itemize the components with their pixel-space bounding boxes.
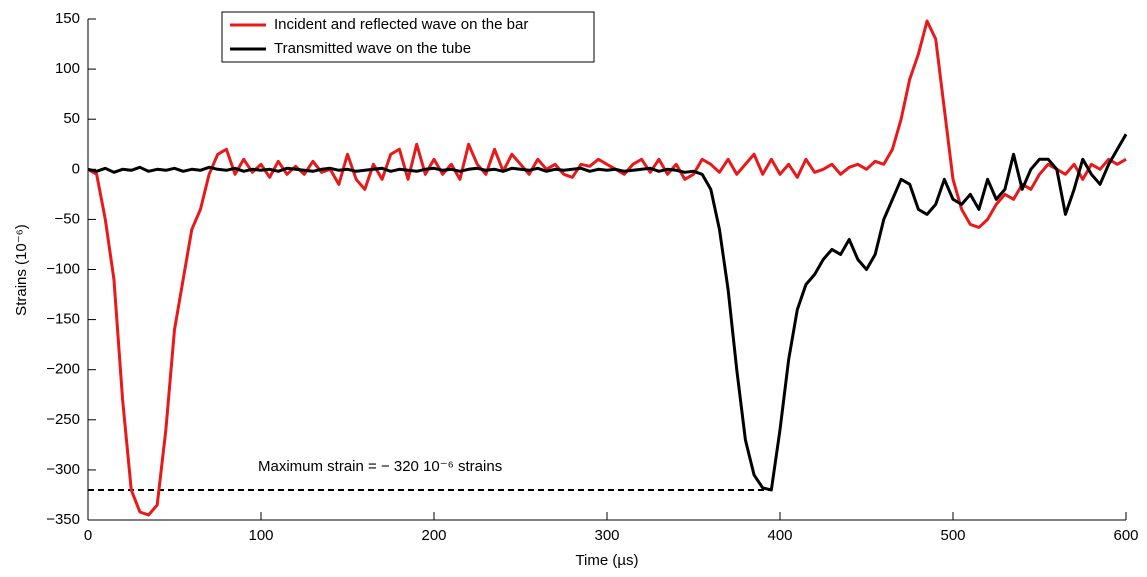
- y-tick-label: 0: [72, 160, 80, 177]
- series-line: [87, 19, 1127, 517]
- y-tick-label: −50: [55, 210, 80, 227]
- y-axis-label: Strains (10⁻⁶): [13, 224, 30, 316]
- y-tick-label: −250: [46, 411, 80, 428]
- x-tick-label: 100: [248, 527, 273, 544]
- y-tick-label: −300: [46, 461, 80, 478]
- x-tick-label: 500: [940, 527, 965, 544]
- y-tick-label: 150: [55, 10, 80, 27]
- x-axis-label: Time (µs): [575, 552, 638, 569]
- x-tick-label: 0: [84, 527, 92, 544]
- x-tick-label: 400: [767, 527, 792, 544]
- y-tick-label: −350: [46, 511, 80, 528]
- y-tick-label: 100: [55, 60, 80, 77]
- legend-box: [221, 11, 595, 63]
- y-tick-label: −150: [46, 311, 80, 328]
- y-tick-label: −200: [46, 361, 80, 378]
- series-line: [87, 133, 1128, 492]
- x-tick-label: 600: [1113, 527, 1138, 544]
- x-tick-label: 200: [421, 527, 446, 544]
- legend-label: Transmitted wave on the tube: [274, 40, 471, 57]
- annotation: Maximum strain = − 320 10⁻⁶ strains: [258, 458, 502, 475]
- legend-label: Incident and reflected wave on the bar: [274, 16, 528, 33]
- y-tick-label: 50: [63, 110, 80, 127]
- y-tick-label: −100: [46, 260, 80, 277]
- x-tick-label: 300: [594, 527, 619, 544]
